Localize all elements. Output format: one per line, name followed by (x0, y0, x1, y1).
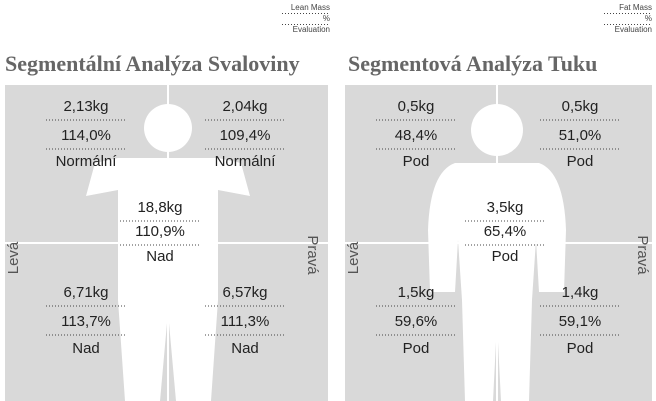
panel-fat (345, 85, 652, 401)
segment-mass: 0,5kg (562, 98, 599, 115)
body-head (144, 104, 192, 152)
side-label: Levá (345, 241, 362, 274)
segment-evaluation: Normální (215, 153, 277, 170)
segment-percent: 59,6% (395, 313, 438, 330)
segment-mass: 1,5kg (398, 284, 435, 301)
segment-percent: 65,4% (484, 223, 527, 240)
segment-evaluation: Nad (72, 340, 100, 357)
segment-evaluation: Pod (567, 153, 594, 170)
legend-label: Evaluation (293, 25, 330, 34)
legend-label: Fat Mass (619, 3, 652, 12)
segment-percent: 109,4% (220, 127, 271, 144)
segment-mass: 3,5kg (487, 199, 524, 216)
segment-mass: 0,5kg (398, 98, 435, 115)
side-label: Levá (5, 241, 22, 274)
panel-muscle (5, 85, 328, 401)
segment-percent: 48,4% (395, 127, 438, 144)
side-label: Pravá (634, 235, 651, 275)
segment-mass: 2,13kg (63, 98, 108, 115)
segment-evaluation: Nad (146, 248, 174, 265)
panel-title: Segmentální Analýza Svaloviny (5, 51, 300, 76)
segment-evaluation: Nad (231, 340, 259, 357)
legend-label: Lean Mass (291, 3, 330, 12)
segment-percent: 114,0% (61, 127, 111, 144)
segment-mass: 6,57kg (222, 284, 267, 301)
segment-mass: 6,71kg (63, 284, 108, 301)
panel-title: Segmentová Analýza Tuku (348, 51, 597, 76)
segment-mass: 1,4kg (562, 284, 599, 301)
report: Lean Mass% Evaluation Segmentální Analýza … (0, 0, 656, 401)
body-head (471, 104, 523, 156)
segment-percent: 59,1% (559, 313, 602, 330)
segment-percent: 110,9% (135, 223, 185, 240)
segment-evaluation: Pod (567, 340, 594, 357)
side-label: Pravá (304, 235, 321, 275)
legend-label: Evaluation (615, 25, 652, 34)
legend-label: % (645, 14, 652, 23)
segment-mass: 18,8kg (137, 199, 182, 216)
segment-evaluation: Pod (403, 153, 430, 170)
segment-percent: 111,3% (221, 313, 270, 330)
segment-percent: 51,0% (559, 127, 602, 144)
segment-evaluation: Normální (56, 153, 118, 170)
legend-label: % (323, 14, 330, 23)
segment-mass: 2,04kg (222, 98, 267, 115)
segment-evaluation: Pod (403, 340, 430, 357)
segment-percent: 113,7% (61, 313, 111, 330)
segment-evaluation: Pod (492, 248, 519, 265)
